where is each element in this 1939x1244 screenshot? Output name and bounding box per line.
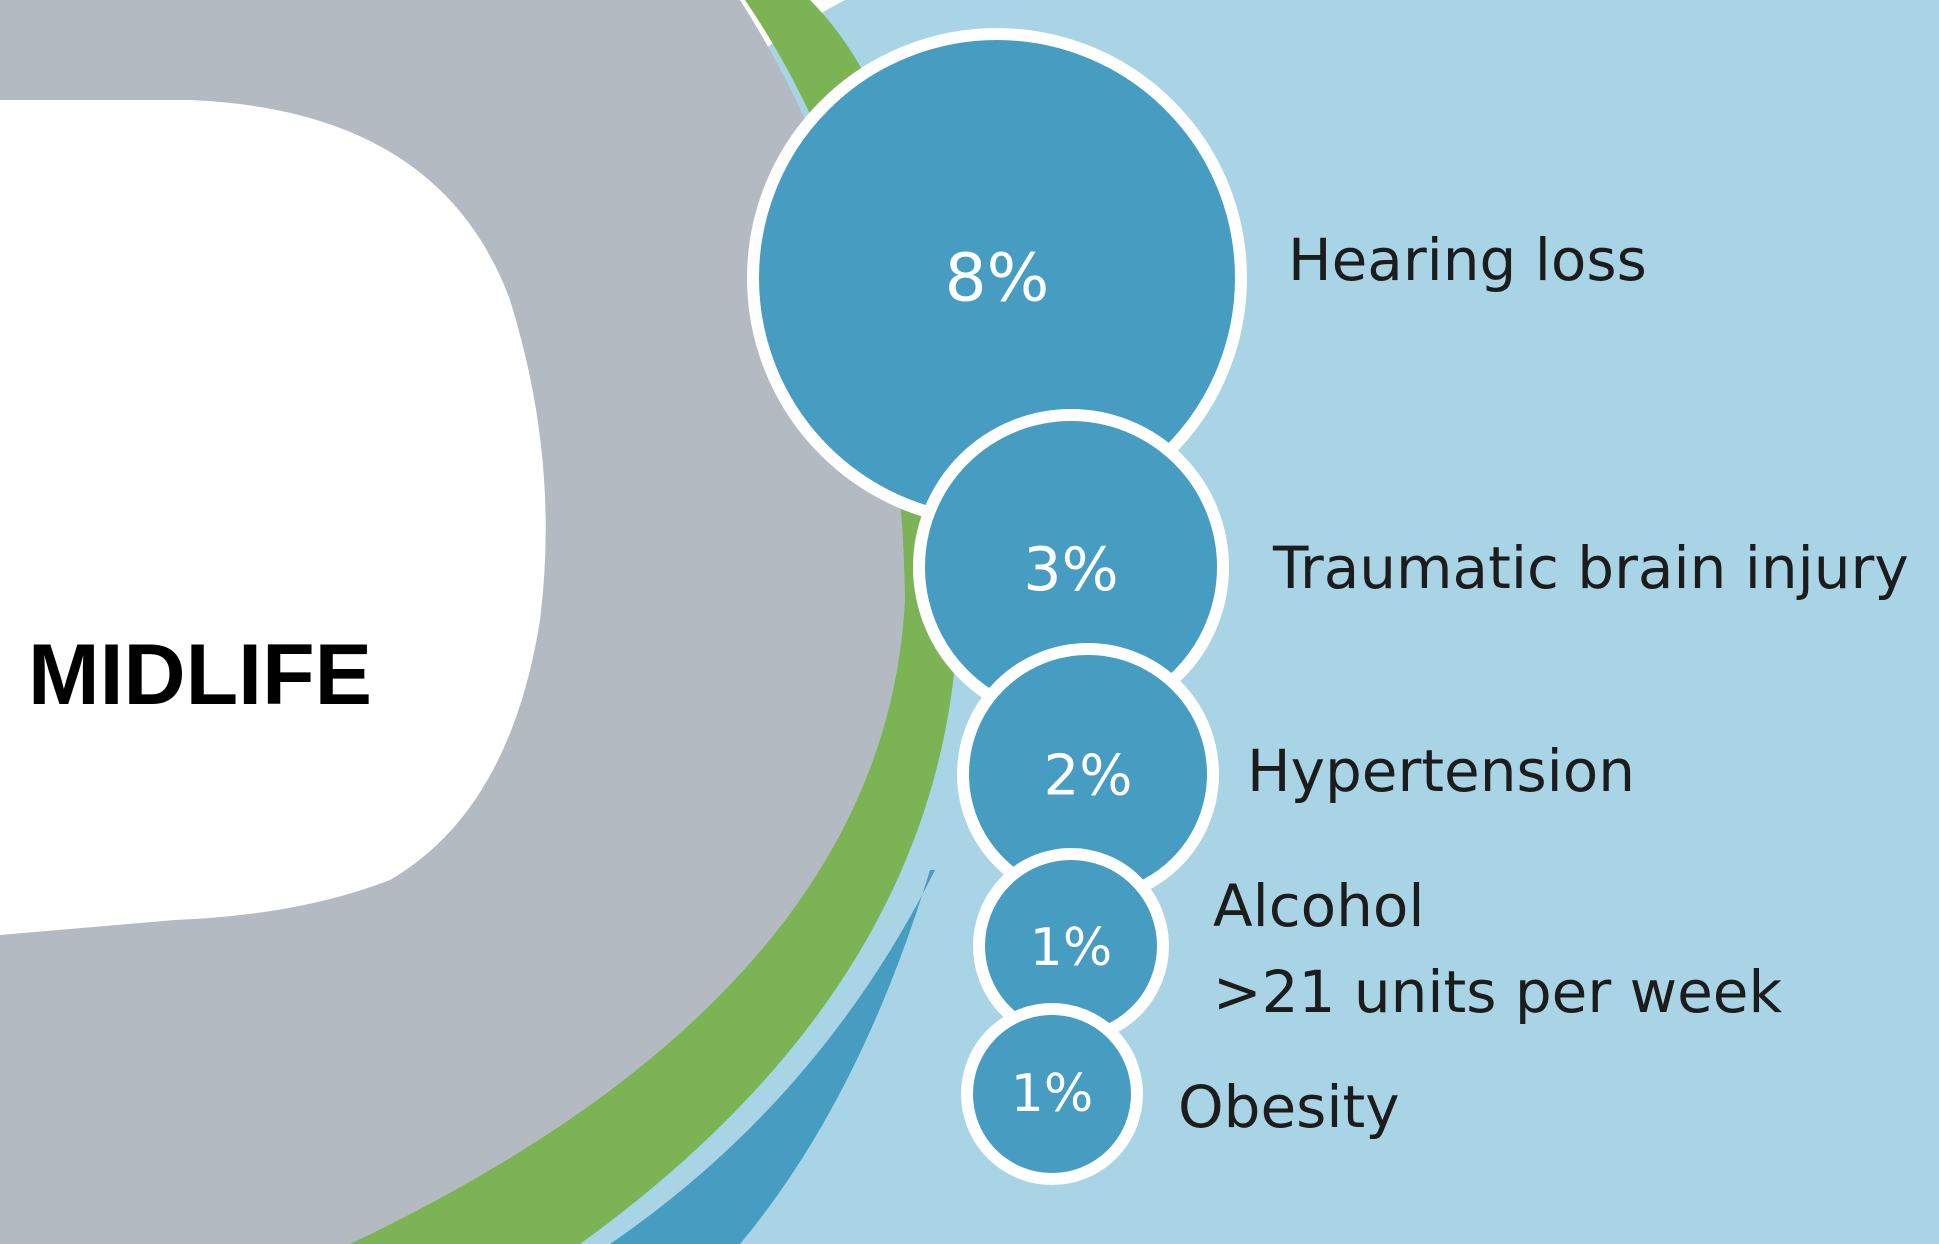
factor-label: Alcohol <box>1213 872 1425 940</box>
stage-title: MIDLIFE <box>28 627 372 723</box>
factor-percent: 2% <box>1044 744 1133 809</box>
factor-sublabel: >21 units per week <box>1213 958 1782 1026</box>
factor-label: Traumatic brain injury <box>1272 534 1909 602</box>
factor-label: Hearing loss <box>1288 226 1647 294</box>
factor-bubble: 3% <box>913 409 1229 725</box>
inner-white-region <box>0 100 546 935</box>
factor-bubble: 1% <box>961 1003 1143 1185</box>
factor-label: Obesity <box>1178 1073 1400 1141</box>
factor-label: Hypertension <box>1247 737 1635 805</box>
bubble-obesity <box>961 1003 1143 1185</box>
factor-percent: 1% <box>1011 1064 1094 1124</box>
factor-bubble: 1% <box>973 848 1169 1044</box>
factor-percent: 8% <box>945 240 1050 317</box>
green-band <box>330 0 959 1244</box>
factor-percent: 3% <box>1023 535 1118 605</box>
factor-percent: 1% <box>1030 918 1113 978</box>
